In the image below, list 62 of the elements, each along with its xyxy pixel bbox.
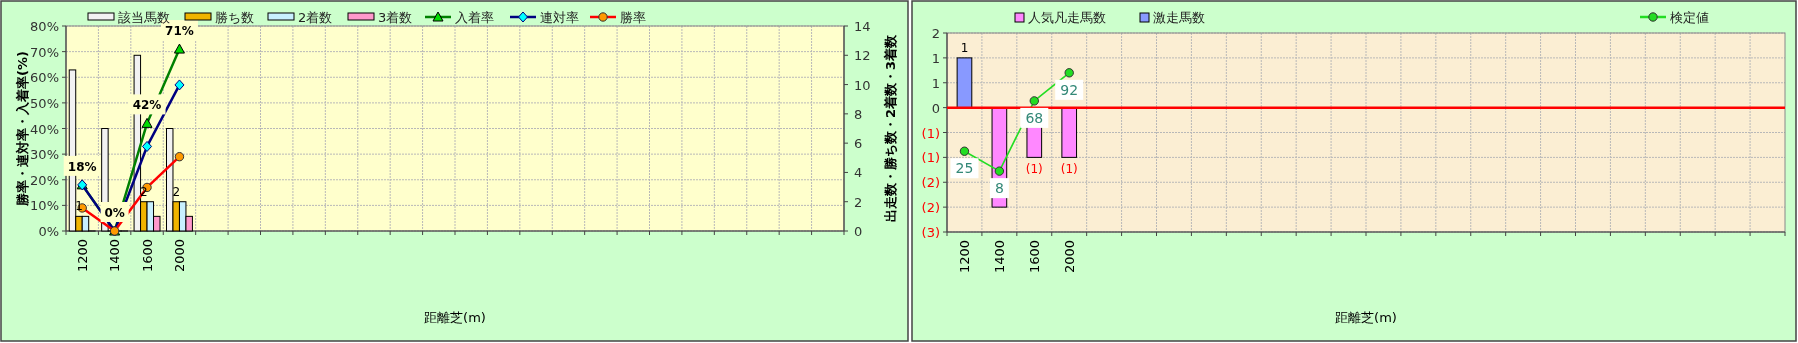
y-tick-label: (3) xyxy=(921,225,940,240)
y2-tick-label: 8 xyxy=(854,106,863,122)
y2-tick-label: 6 xyxy=(854,136,863,152)
legend-label: 2着数 xyxy=(298,10,333,25)
x-tick-label: 1400 xyxy=(991,240,1007,274)
y-tick-label: (2) xyxy=(921,200,940,216)
x-tick-label: 1400 xyxy=(107,239,123,273)
data-label: 92 xyxy=(1060,81,1079,98)
legend-label: 検定値 xyxy=(1670,10,1709,25)
data-label: (1) xyxy=(1060,162,1078,177)
legend-label: 勝ち数 xyxy=(215,10,254,25)
y-tick-label: 50% xyxy=(30,95,59,111)
legend-label: 人気凡走馬数 xyxy=(1028,10,1106,25)
y-tick-label: 10% xyxy=(30,198,59,214)
x-tick-label: 2000 xyxy=(1061,240,1077,274)
y-tick-label: (2) xyxy=(921,175,940,191)
data-label: 25 xyxy=(955,160,974,177)
legend-label: 3着数 xyxy=(378,10,413,25)
y2-tick-label: 0 xyxy=(854,224,863,239)
y-tick-label: 0 xyxy=(931,100,940,116)
data-label: (1) xyxy=(1025,162,1043,177)
data-label: 2 xyxy=(172,184,181,199)
y-tick-label: 20% xyxy=(30,172,59,188)
y2-axis-title: 出走数・勝ち数・2着数・3着数 xyxy=(882,33,898,223)
x-axis-title: 距離芝(m) xyxy=(1335,310,1397,325)
legend-label: 勝率 xyxy=(620,10,646,25)
x-tick-label: 1200 xyxy=(74,239,90,273)
y-tick-label: 30% xyxy=(30,147,59,163)
data-label: 0% xyxy=(104,206,125,220)
y-tick-label: (1) xyxy=(921,150,940,166)
x-tick-label: 2000 xyxy=(171,239,187,273)
y-tick-label: 40% xyxy=(30,121,59,137)
y-tick-label: 2 xyxy=(931,26,940,41)
y2-tick-label: 10 xyxy=(854,77,871,93)
legend-label: 入着率 xyxy=(455,10,494,25)
y-tick-label: (1) xyxy=(921,125,940,141)
y2-tick-label: 4 xyxy=(854,165,863,181)
y-tick-label: 0% xyxy=(38,224,59,239)
y-axis-title: 勝率・連対率・入着率(%) xyxy=(14,51,30,207)
x-tick-label: 1600 xyxy=(139,239,155,273)
legend-label: 激走馬数 xyxy=(1153,10,1205,25)
y2-tick-label: 2 xyxy=(854,194,863,210)
y-tick-label: 80% xyxy=(30,19,59,34)
y2-tick-label: 12 xyxy=(854,48,871,64)
data-label: 2 xyxy=(139,184,148,199)
x-axis-title: 距離芝(m) xyxy=(424,310,486,325)
data-label: 68 xyxy=(1025,109,1044,126)
y-tick-label: 60% xyxy=(30,70,59,86)
data-label: 1 xyxy=(960,40,969,55)
x-tick-label: 1600 xyxy=(1026,240,1042,274)
data-label: 18% xyxy=(67,159,97,174)
y-tick-label: 1 xyxy=(931,75,940,91)
data-label: 71% xyxy=(165,24,194,39)
legend-label: 連対率 xyxy=(540,10,579,25)
x-tick-label: 1200 xyxy=(956,240,972,274)
data-label: 1 xyxy=(75,199,83,214)
y-tick-label: 1 xyxy=(931,50,940,66)
y-tick-label: 70% xyxy=(30,44,59,60)
y2-tick-label: 14 xyxy=(854,19,871,34)
data-label: 8 xyxy=(994,180,1004,197)
legend-label: 該当馬数 xyxy=(118,10,170,25)
data-label: 42% xyxy=(132,98,162,113)
